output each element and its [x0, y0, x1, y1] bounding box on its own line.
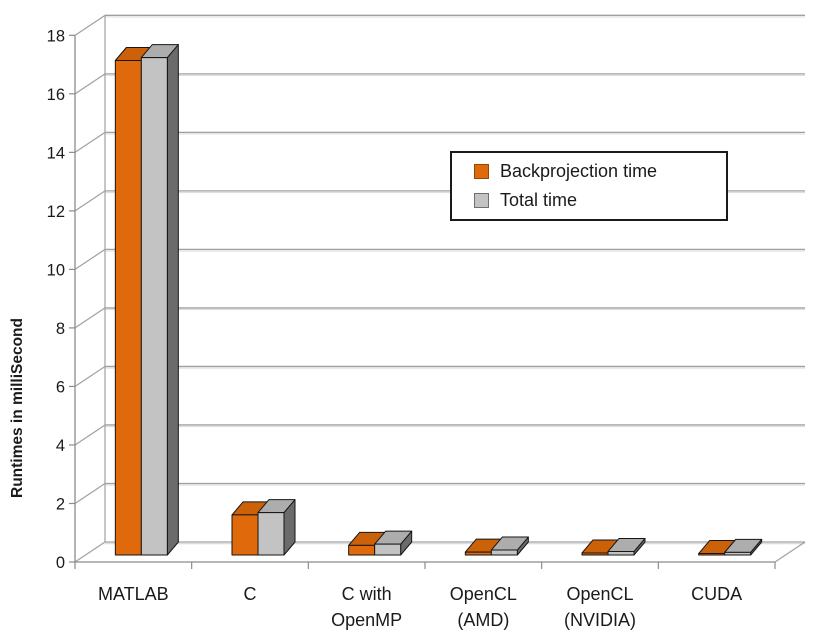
- legend: Backprojection time Total time: [450, 151, 728, 221]
- bar-c-with-openmp-total-time-front: [374, 543, 402, 556]
- bar-opencl-amd-backprojection-time-front: [464, 551, 492, 556]
- x-category-label-opencl-nvidia-line2: (NVIDIA): [564, 610, 636, 630]
- tick-connector-8: [74, 307, 106, 329]
- x-category-label-opencl-nvidia-line1: OpenCL: [566, 584, 633, 604]
- y-tick-label-6: 6: [56, 378, 65, 396]
- x-category-label-opencl-amd-line2: (AMD): [457, 610, 509, 630]
- bar-c-backprojection-time-front: [231, 514, 259, 556]
- y-axis-title: Runtimes in milliSecond: [9, 318, 26, 498]
- y-tick-label-12: 12: [47, 203, 65, 221]
- floor-right-edge: [774, 541, 806, 563]
- tick-connector-16: [74, 73, 106, 95]
- legend-item-backprojection: Backprojection time: [474, 161, 726, 182]
- tick-connector-10: [74, 248, 106, 270]
- legend-item-total: Total time: [474, 190, 726, 211]
- bar-matlab-total-time-front: [140, 57, 168, 556]
- y-tick-label-10: 10: [47, 261, 65, 279]
- y-tick-label-2: 2: [56, 495, 65, 513]
- legend-swatch-backprojection-icon: [474, 164, 489, 179]
- legend-label-total: Total time: [500, 190, 578, 210]
- bar-c-total-time-front: [257, 512, 285, 556]
- x-category-label-opencl-amd-line1: OpenCL: [450, 584, 517, 604]
- tick-connector-18: [74, 14, 106, 36]
- x-category-label-cuda: CUDA: [691, 584, 742, 604]
- bar-opencl-nvidia-total-time-front: [607, 550, 635, 556]
- tick-connector-14: [74, 131, 106, 153]
- bar-opencl-nvidia-backprojection-time-front: [581, 552, 609, 556]
- legend-label-backprojection: Backprojection time: [500, 161, 658, 181]
- tick-connector-2: [74, 482, 106, 504]
- x-category-label-c-with-openmp-line2: OpenMP: [331, 610, 402, 630]
- bar-matlab-backprojection-time-front: [114, 60, 142, 556]
- y-tick-label-0: 0: [56, 554, 65, 572]
- x-category-label-matlab: MATLAB: [98, 584, 169, 604]
- y-tick-label-16: 16: [47, 86, 65, 104]
- y-tick-label-4: 4: [56, 437, 65, 455]
- tick-connector-4: [74, 424, 106, 446]
- bar-matlab-total-time-side: [166, 44, 179, 556]
- x-category-label-c-with-openmp-line1: C with: [342, 584, 392, 604]
- y-tick-label-8: 8: [56, 320, 65, 338]
- bar-opencl-amd-total-time-front: [490, 549, 518, 556]
- legend-swatch-total-icon: [474, 193, 489, 208]
- tick-connector-12: [74, 190, 106, 212]
- y-tick-label-14: 14: [47, 144, 65, 162]
- y-tick-label-18: 18: [47, 27, 65, 45]
- bar-c-with-openmp-backprojection-time-front: [348, 544, 376, 556]
- tick-connector-0: [74, 541, 106, 563]
- bar-cuda-total-time-front: [724, 551, 752, 556]
- bar-cuda-backprojection-time-front: [698, 553, 726, 556]
- tick-connector-6: [74, 365, 106, 387]
- x-category-label-c: C: [244, 584, 257, 604]
